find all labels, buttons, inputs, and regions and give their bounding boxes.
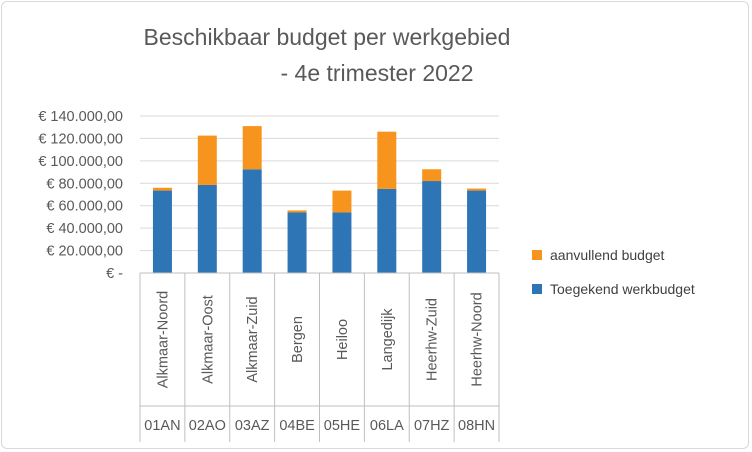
y-tick-label: € 20.000,00	[46, 244, 123, 260]
bar-aanvullend	[242, 126, 262, 170]
legend-label-toegekend: Toegekend werkbudget	[550, 281, 695, 297]
y-tick-label: € 100.000,00	[38, 154, 123, 170]
category-name-label: Langedijk	[380, 308, 396, 371]
legend-item-toegekend: Toegekend werkbudget	[532, 280, 695, 298]
y-tick-label: € 120.000,00	[38, 131, 123, 147]
legend-label-aanvullend: aanvullend budget	[550, 247, 665, 263]
y-tick-label: € 80.000,00	[46, 176, 123, 192]
category-code-label: 03AZ	[235, 418, 270, 434]
legend-swatch-aanvullend	[532, 250, 542, 260]
bar-aanvullend	[422, 169, 442, 182]
category-name-label: Alkmaar-Zuid	[245, 296, 261, 382]
bar-toegekend	[287, 212, 307, 273]
chart-subtitle: - 4e trimester 2022	[280, 60, 474, 86]
bar-toegekend	[242, 169, 262, 273]
category-name-label: Heerhw-Noord	[470, 292, 486, 386]
category-name-label: Heerhw-Zuid	[425, 298, 441, 381]
category-name-label: Alkmaar-Noord	[155, 291, 171, 389]
category-code-label: 05HE	[324, 418, 361, 434]
bar-aanvullend	[332, 190, 352, 213]
category-code-label: 04BE	[279, 418, 315, 434]
bar-toegekend	[422, 181, 442, 273]
category-code-label: 07HZ	[414, 418, 450, 434]
bar-toegekend	[467, 190, 487, 273]
bar-toegekend	[152, 190, 172, 273]
y-tick-label: € 60.000,00	[46, 199, 123, 215]
y-tick-label: € -	[106, 266, 123, 282]
bar-aanvullend	[197, 135, 217, 185]
legend-item-aanvullend: aanvullend budget	[532, 246, 664, 264]
y-tick-label: € 140.000,00	[38, 109, 123, 125]
bar-toegekend	[377, 188, 397, 273]
chart-title: Beschikbaar budget per werkgebied	[143, 24, 511, 50]
bar-aanvullend	[287, 210, 307, 213]
legend-swatch-toegekend	[532, 284, 542, 294]
category-name-label: Heiloo	[335, 319, 351, 360]
bar-aanvullend	[467, 188, 487, 191]
y-tick-label: € 40.000,00	[46, 221, 123, 237]
bar-toegekend	[197, 184, 217, 273]
category-name-label: Alkmaar-Oost	[200, 295, 216, 384]
bar-aanvullend	[377, 131, 397, 189]
category-code-label: 02AO	[189, 418, 226, 434]
category-code-label: 01AN	[144, 418, 180, 434]
category-code-label: 06LA	[370, 418, 404, 434]
bar-toegekend	[332, 212, 352, 273]
bar-aanvullend	[152, 187, 172, 191]
category-name-label: Bergen	[290, 316, 306, 363]
category-code-label: 08HN	[458, 418, 495, 434]
